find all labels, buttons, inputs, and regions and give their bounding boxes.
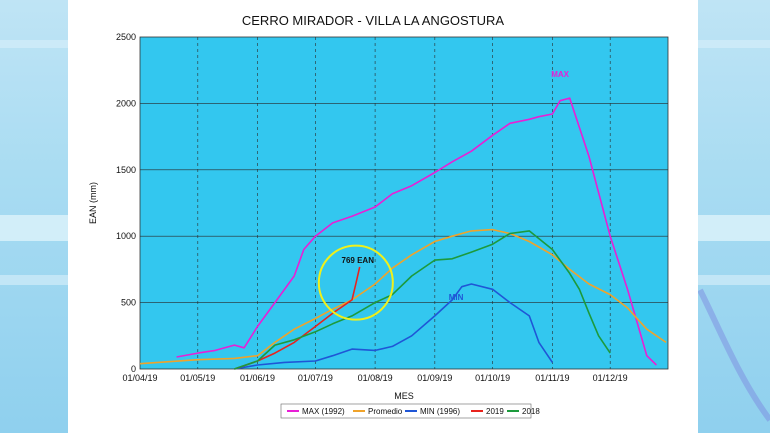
legend-entry: 2018 (522, 407, 540, 416)
chart-svg: CERRO MIRADOR - VILLA LA ANGOSTURA 0 500 1… (88, 13, 669, 419)
x-tick-label: 01/05/19 (180, 373, 215, 383)
legend-entry: Promedio (368, 407, 403, 416)
series-line-2019 (234, 266, 361, 370)
y-tick-label: 1000 (116, 231, 136, 241)
y-axis-label: EAN (mm) (88, 182, 98, 224)
x-tick-label: 01/04/19 (122, 373, 157, 383)
x-tick-label: 01/09/19 (417, 373, 452, 383)
y-tick-label: 1500 (116, 165, 136, 175)
series-line-min-1996 (234, 283, 554, 370)
highlight-circle (317, 244, 394, 321)
y-tick-label: 2500 (116, 32, 136, 42)
chart-title: CERRO MIRADOR - VILLA LA ANGOSTURA (242, 13, 505, 28)
x-tick-label: 01/10/19 (475, 373, 510, 383)
x-tick-label: 01/07/19 (298, 373, 333, 383)
x-tick-label: 01/11/19 (535, 373, 569, 383)
grid-horizontal (140, 103, 668, 303)
series-line-max-1992 (176, 97, 657, 366)
annotation-label: MAX (551, 70, 569, 79)
annotation-label: 769 EAN (342, 256, 375, 265)
chart-panel: CERRO MIRADOR - VILLA LA ANGOSTURA 0 500 1… (68, 0, 698, 433)
legend-entry: MIN (1996) (420, 407, 460, 416)
series-layer (139, 97, 667, 370)
legend-entry: MAX (1992) (302, 407, 345, 416)
plot-area (139, 36, 669, 370)
y-tick-label: 500 (121, 298, 136, 308)
x-axis-label: MES (394, 391, 414, 401)
series-line-promedio (139, 228, 667, 365)
y-axis-ticks: 0 500 1000 1500 2000 2500 (116, 32, 136, 374)
y-tick-label: 2000 (116, 98, 136, 108)
y-tick-label: 0 (131, 364, 136, 374)
annotation-label: MIN (449, 293, 464, 302)
legend-entry: 2019 (486, 407, 504, 416)
series-line-2018 (234, 230, 611, 370)
x-tick-label: 01/06/19 (240, 373, 275, 383)
x-tick-label: 01/12/19 (593, 373, 628, 383)
annotations-layer: MAX MIN 769 EAN (317, 70, 570, 321)
x-axis-ticks: 01/04/19 01/05/19 01/06/19 01/07/19 01/08/19… (122, 373, 627, 383)
legend: MAX (1992) Promedio MIN (1996) 2019 2018 (287, 407, 540, 416)
x-tick-label: 01/08/19 (358, 373, 393, 383)
